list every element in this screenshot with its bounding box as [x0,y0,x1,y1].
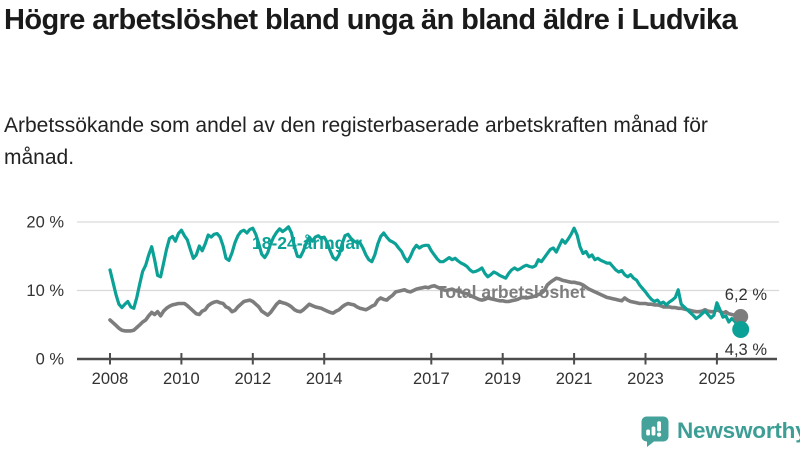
x-tick-label-2019: 2019 [484,370,521,388]
series-end-dot-0 [732,321,750,339]
series-end-value-1: 6,2 % [725,286,768,304]
x-tick-label-2008: 2008 [92,370,129,388]
series-end-dot-1 [733,309,749,325]
series-line-0 [108,225,743,332]
series-label-1: Total arbetslöshet [436,282,586,302]
series-end-value-0: 4,3 % [725,341,768,359]
newsworthy-logo-icon [641,416,669,447]
exclamation-dot [657,432,662,437]
x-tick-label-2017: 2017 [413,370,450,388]
page-subtitle: Arbetssökande som andel av den registerb… [4,114,708,169]
newsworthy-logo: Newsworthy [640,414,800,448]
x-tick-label-2010: 2010 [163,370,200,388]
bar-small [646,429,650,436]
x-tick-label-2012: 2012 [234,370,271,388]
series-label-0: 18-24-åringar [252,233,362,253]
y-tick-label-20: 20 % [26,214,64,232]
page-title: Högre arbetslöshet bland unga än bland ä… [4,4,738,36]
x-tick-label-2014: 2014 [306,370,343,388]
x-tick-label-2023: 2023 [627,370,664,388]
exclamation-bar [657,421,661,432]
y-tick-label-0: 0 % [36,351,65,369]
bar-medium [651,426,656,436]
x-tick-label-2025: 2025 [699,370,736,388]
newsworthy-logo-text: Newsworthy [677,418,800,443]
x-tick-label-2021: 2021 [556,370,593,388]
y-tick-label-10: 10 % [26,282,64,300]
series-line-1 [108,276,743,333]
